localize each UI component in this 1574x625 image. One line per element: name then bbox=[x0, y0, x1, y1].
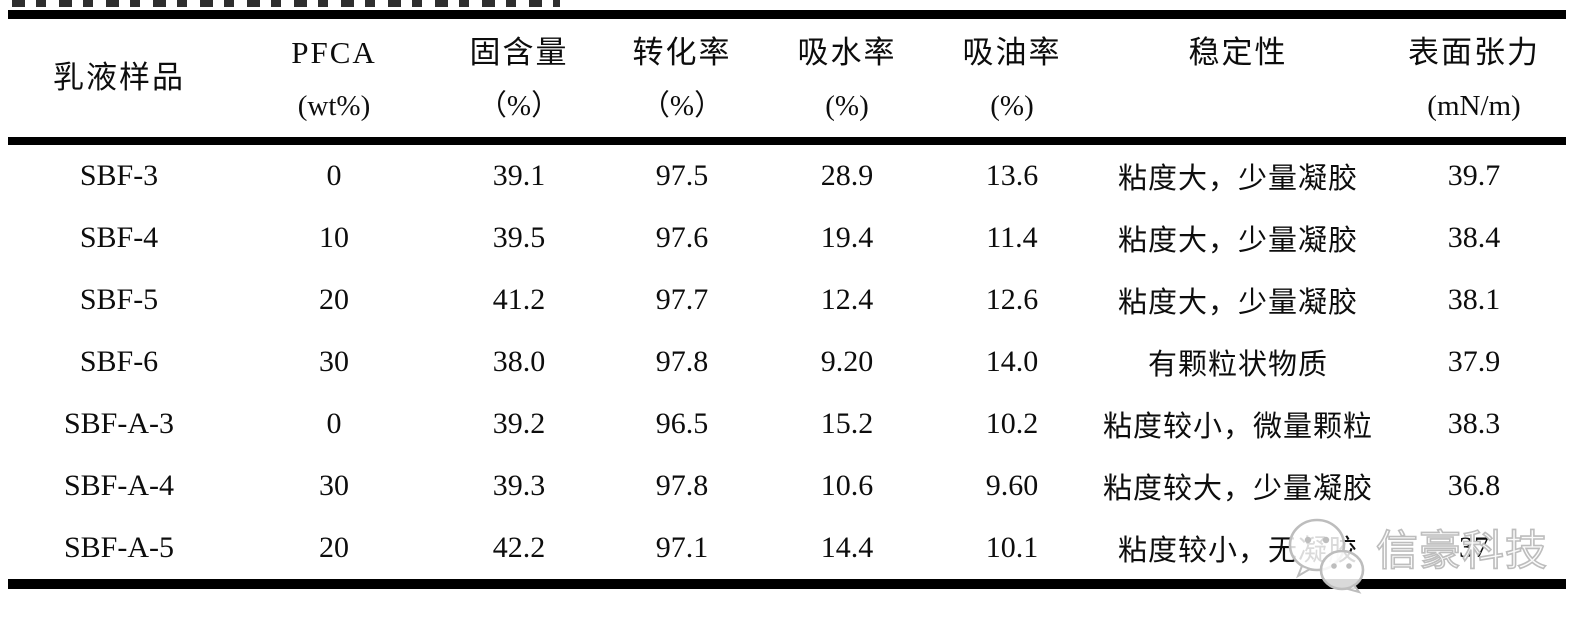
water-absorption-cell: 28.9 bbox=[820, 159, 874, 192]
table-row: SBF-3 0 39.1 97.5 28.9 13.6 粘度大，少量凝胶 39.… bbox=[8, 141, 1566, 207]
solid-content-cell: 39.1 bbox=[492, 159, 546, 192]
pfca-cell: 20 bbox=[319, 531, 349, 564]
header-label: 固含量 bbox=[469, 35, 569, 70]
header-oil-absorption: 吸油率 (%) bbox=[930, 15, 1094, 142]
pfca-cell: 20 bbox=[319, 283, 349, 316]
sample-cell: SBF-4 bbox=[79, 221, 159, 254]
emulsion-performance-table: 乳液样品 PFCA (wt%) 固含量 （%） 转化率 bbox=[8, 10, 1566, 589]
surface-tension-cell: 38.3 bbox=[1447, 407, 1501, 440]
conversion-cell: 97.8 bbox=[655, 469, 709, 502]
header-pfca: PFCA (wt%) bbox=[230, 15, 438, 142]
water-absorption-cell: 15.2 bbox=[820, 407, 874, 440]
solid-content-cell: 39.5 bbox=[492, 221, 546, 254]
stability-cell: 粘度大，少量凝胶 bbox=[1117, 225, 1358, 257]
surface-tension-cell: 37 bbox=[1459, 531, 1489, 564]
oil-absorption-cell: 10.1 bbox=[985, 531, 1039, 564]
water-absorption-cell: 10.6 bbox=[820, 469, 874, 502]
stability-cell: 粘度较小，微量颗粒 bbox=[1102, 411, 1373, 443]
table-row: SBF-A-5 20 42.2 97.1 14.4 10.1 粘度较小，无凝胶 … bbox=[8, 517, 1566, 584]
surface-tension-cell: 36.8 bbox=[1447, 469, 1501, 502]
header-unit: (%) bbox=[990, 90, 1034, 122]
water-absorption-cell: 9.20 bbox=[820, 345, 874, 378]
stability-cell: 粘度大，少量凝胶 bbox=[1117, 287, 1358, 319]
sample-cell: SBF-5 bbox=[79, 283, 159, 316]
water-absorption-cell: 19.4 bbox=[820, 221, 874, 254]
oil-absorption-cell: 14.0 bbox=[985, 345, 1039, 378]
solid-content-cell: 39.2 bbox=[492, 407, 546, 440]
conversion-cell: 97.8 bbox=[655, 345, 709, 378]
stability-cell: 有颗粒状物质 bbox=[1147, 349, 1328, 381]
pfca-cell: 0 bbox=[326, 159, 342, 192]
header-unit: (wt%) bbox=[297, 90, 371, 122]
sample-cell: SBF-A-3 bbox=[63, 407, 175, 440]
header-label: PFCA bbox=[291, 35, 377, 70]
table-row: SBF-6 30 38.0 97.8 9.20 14.0 有颗粒状物质 37.9 bbox=[8, 331, 1566, 393]
water-absorption-cell: 14.4 bbox=[820, 531, 874, 564]
surface-tension-cell: 38.4 bbox=[1447, 221, 1501, 254]
pfca-cell: 10 bbox=[319, 221, 349, 254]
conversion-cell: 96.5 bbox=[655, 407, 709, 440]
oil-absorption-cell: 9.60 bbox=[985, 469, 1039, 502]
header-unit: （%） bbox=[640, 90, 724, 122]
sample-cell: SBF-3 bbox=[79, 159, 159, 192]
clipped-table-caption bbox=[12, 0, 560, 7]
sample-cell: SBF-A-4 bbox=[63, 469, 175, 502]
table-body: SBF-3 0 39.1 97.5 28.9 13.6 粘度大，少量凝胶 39.… bbox=[8, 141, 1566, 584]
header-sample: 乳液样品 bbox=[8, 15, 230, 142]
solid-content-cell: 42.2 bbox=[492, 531, 546, 564]
pfca-cell: 30 bbox=[319, 469, 349, 502]
table-row: SBF-A-4 30 39.3 97.8 10.6 9.60 粘度较大，少量凝胶… bbox=[8, 455, 1566, 517]
stability-cell: 粘度较小，无凝胶 bbox=[1117, 535, 1358, 567]
stability-cell: 粘度较大，少量凝胶 bbox=[1102, 473, 1373, 505]
solid-content-cell: 38.0 bbox=[492, 345, 546, 378]
header-unit: (%) bbox=[825, 90, 869, 122]
header-label: 吸油率 bbox=[962, 35, 1062, 70]
oil-absorption-cell: 12.6 bbox=[985, 283, 1039, 316]
table-header: 乳液样品 PFCA (wt%) 固含量 （%） 转化率 bbox=[8, 15, 1566, 142]
sample-cell: SBF-A-5 bbox=[63, 531, 175, 564]
solid-content-cell: 41.2 bbox=[492, 283, 546, 316]
pfca-cell: 0 bbox=[326, 407, 342, 440]
oil-absorption-cell: 10.2 bbox=[985, 407, 1039, 440]
stability-cell: 粘度大，少量凝胶 bbox=[1117, 163, 1358, 195]
water-absorption-cell: 12.4 bbox=[820, 283, 874, 316]
conversion-cell: 97.6 bbox=[655, 221, 709, 254]
conversion-cell: 97.1 bbox=[655, 531, 709, 564]
table-row: SBF-A-3 0 39.2 96.5 15.2 10.2 粘度较小，微量颗粒 … bbox=[8, 393, 1566, 455]
header-label: 转化率 bbox=[632, 35, 732, 70]
header-label: 表面张力 bbox=[1408, 35, 1540, 70]
sample-cell: SBF-6 bbox=[79, 345, 159, 378]
header-label: 乳液样品 bbox=[53, 60, 185, 95]
surface-tension-cell: 39.7 bbox=[1447, 159, 1501, 192]
conversion-cell: 97.5 bbox=[655, 159, 709, 192]
header-row: 乳液样品 PFCA (wt%) 固含量 （%） 转化率 bbox=[8, 15, 1566, 142]
pfca-cell: 30 bbox=[319, 345, 349, 378]
table-row: SBF-4 10 39.5 97.6 19.4 11.4 粘度大，少量凝胶 38… bbox=[8, 207, 1566, 269]
solid-content-cell: 39.3 bbox=[492, 469, 546, 502]
header-label: 稳定性 bbox=[1188, 35, 1288, 70]
table-row: SBF-5 20 41.2 97.7 12.4 12.6 粘度大，少量凝胶 38… bbox=[8, 269, 1566, 331]
surface-tension-cell: 38.1 bbox=[1447, 283, 1501, 316]
header-solid-content: 固含量 （%） bbox=[438, 15, 600, 142]
conversion-cell: 97.7 bbox=[655, 283, 709, 316]
header-water-absorption: 吸水率 (%) bbox=[764, 15, 930, 142]
header-conversion-rate: 转化率 （%） bbox=[600, 15, 764, 142]
header-unit: (mN/m) bbox=[1427, 90, 1521, 122]
header-stability: 稳定性 bbox=[1094, 15, 1382, 142]
oil-absorption-cell: 11.4 bbox=[986, 221, 1038, 254]
header-surface-tension: 表面张力 (mN/m) bbox=[1382, 15, 1566, 142]
surface-tension-cell: 37.9 bbox=[1447, 345, 1501, 378]
oil-absorption-cell: 13.6 bbox=[985, 159, 1039, 192]
header-unit: （%） bbox=[477, 90, 561, 122]
header-label: 吸水率 bbox=[797, 35, 897, 70]
